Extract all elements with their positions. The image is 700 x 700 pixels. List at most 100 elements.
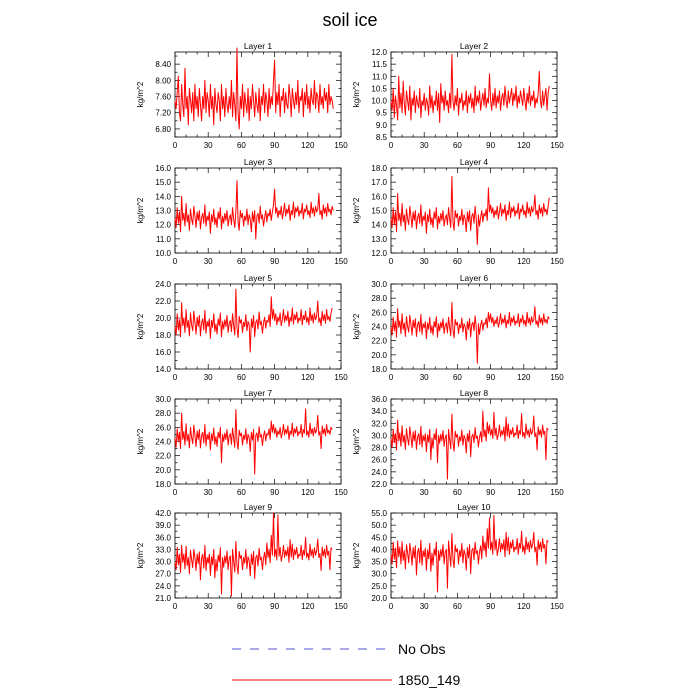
panel-title: Layer 5 — [244, 273, 273, 283]
x-tick-label: 150 — [550, 373, 564, 382]
y-axis-label: kg/m^2 — [136, 428, 145, 454]
series-line-1850_149 — [174, 47, 334, 130]
panel-layer-10: Layer 10 kg/m^2 0 30 60 90 120 150 20.0 25.0 30.0 3… — [352, 502, 564, 611]
y-tick-label: 10.0 — [371, 97, 387, 106]
x-tick-label: 120 — [517, 141, 531, 150]
y-tick-label: 7.60 — [155, 93, 171, 102]
x-tick-label: 30 — [204, 373, 213, 382]
y-tick-label: 20.0 — [371, 594, 387, 603]
y-tick-label: 18.0 — [155, 480, 171, 489]
y-tick-label: 9.5 — [376, 109, 388, 118]
x-tick-label: 90 — [270, 488, 279, 497]
y-tick-label: 15.0 — [371, 207, 387, 216]
x-tick-label: 0 — [173, 488, 178, 497]
y-tick-label: 27.0 — [155, 570, 171, 579]
y-tick-label: 14.0 — [155, 365, 171, 374]
legend-label-no-obs: No Obs — [398, 641, 445, 657]
y-tick-label: 42.0 — [155, 509, 171, 518]
y-tick-label: 15.0 — [155, 178, 171, 187]
panel-title: Layer 1 — [244, 41, 273, 51]
panel-layer-1: Layer 1 kg/m^2 0 30 60 90 120 150 6.80 7.20 7.60 8.… — [136, 41, 348, 150]
x-tick-label: 60 — [453, 141, 462, 150]
y-tick-label: 20.0 — [371, 351, 387, 360]
y-tick-label: 35.0 — [371, 558, 387, 567]
x-tick-label: 30 — [420, 257, 429, 266]
x-tick-label: 120 — [517, 373, 531, 382]
y-axis-label: kg/m^2 — [352, 197, 361, 223]
x-tick-label: 150 — [334, 488, 348, 497]
y-tick-label: 28.0 — [371, 294, 387, 303]
x-tick-label: 120 — [517, 257, 531, 266]
y-tick-label: 24.0 — [155, 582, 171, 591]
y-tick-label: 16.0 — [371, 192, 387, 201]
x-tick-label: 0 — [173, 141, 178, 150]
y-tick-label: 10.0 — [155, 249, 171, 258]
series-line-1850_149 — [174, 288, 333, 353]
x-tick-label: 120 — [301, 141, 315, 150]
x-tick-label: 0 — [173, 373, 178, 382]
x-tick-label: 150 — [550, 602, 564, 611]
y-tick-label: 8.00 — [155, 76, 171, 85]
x-tick-label: 90 — [486, 141, 495, 150]
y-tick-label: 30.0 — [371, 570, 387, 579]
x-tick-label: 150 — [334, 257, 348, 266]
y-tick-label: 8.40 — [155, 60, 171, 69]
legend-label-1850-149: 1850_149 — [398, 672, 461, 688]
y-tick-label: 22.0 — [155, 452, 171, 461]
legend: No Obs 1850_149 — [232, 641, 461, 688]
y-tick-label: 18.0 — [371, 365, 387, 374]
panel-title: Layer 3 — [244, 157, 273, 167]
x-tick-label: 60 — [453, 373, 462, 382]
series-line-1850_149 — [174, 180, 334, 240]
series-line-1850_149 — [390, 514, 549, 593]
x-tick-label: 60 — [237, 257, 246, 266]
panel-layer-4: Layer 4 kg/m^2 0 30 60 90 120 150 12.0 13.0 14.0 15… — [352, 157, 564, 266]
panel-title: Layer 9 — [244, 502, 273, 512]
series-line-1850_149 — [390, 53, 550, 123]
y-tick-label: 9.0 — [376, 121, 388, 130]
x-tick-label: 60 — [453, 488, 462, 497]
y-tick-label: 11.0 — [372, 72, 388, 81]
x-tick-label: 120 — [517, 602, 531, 611]
panel-layer-8: Layer 8 kg/m^2 0 30 60 90 120 150 22.0 24.0 26.0 28… — [352, 388, 564, 497]
x-tick-label: 60 — [237, 488, 246, 497]
y-tick-label: 13.0 — [371, 235, 387, 244]
y-tick-label: 30.0 — [155, 395, 171, 404]
y-tick-label: 25.0 — [371, 582, 387, 591]
y-tick-label: 20.0 — [155, 314, 171, 323]
x-tick-label: 90 — [270, 141, 279, 150]
y-axis-label: kg/m^2 — [136, 313, 145, 339]
y-tick-label: 45.0 — [371, 533, 387, 542]
x-tick-label: 120 — [301, 488, 315, 497]
panel-layer-3: Layer 3 kg/m^2 0 30 60 90 120 150 10.0 11.0 12.0 13… — [136, 157, 348, 266]
y-tick-label: 36.0 — [371, 395, 387, 404]
y-tick-label: 55.0 — [371, 509, 387, 518]
y-axis-label: kg/m^2 — [136, 81, 145, 107]
y-tick-label: 17.0 — [371, 178, 387, 187]
y-tick-label: 7.20 — [155, 109, 171, 118]
y-tick-label: 22.0 — [155, 297, 171, 306]
y-tick-label: 16.0 — [155, 348, 171, 357]
y-tick-label: 16.0 — [155, 164, 171, 173]
y-tick-label: 32.0 — [371, 419, 387, 428]
y-tick-label: 28.0 — [371, 444, 387, 453]
y-tick-label: 30.0 — [371, 431, 387, 440]
x-tick-label: 0 — [389, 602, 394, 611]
y-tick-label: 24.0 — [371, 323, 387, 332]
series-line-1850_149 — [390, 301, 550, 364]
x-tick-label: 0 — [389, 141, 394, 150]
x-tick-label: 120 — [301, 373, 315, 382]
x-tick-label: 150 — [550, 257, 564, 266]
y-tick-label: 12.0 — [155, 221, 171, 230]
y-tick-label: 10.5 — [371, 84, 387, 93]
panel-layer-7: Layer 7 kg/m^2 0 30 60 90 120 150 18.0 20.0 22.0 24… — [136, 388, 348, 497]
x-tick-label: 90 — [270, 257, 279, 266]
x-tick-label: 0 — [389, 257, 394, 266]
y-tick-label: 14.0 — [155, 192, 171, 201]
y-axis-label: kg/m^2 — [352, 542, 361, 568]
x-tick-label: 90 — [486, 602, 495, 611]
x-tick-label: 30 — [204, 488, 213, 497]
y-tick-label: 18.0 — [371, 164, 387, 173]
